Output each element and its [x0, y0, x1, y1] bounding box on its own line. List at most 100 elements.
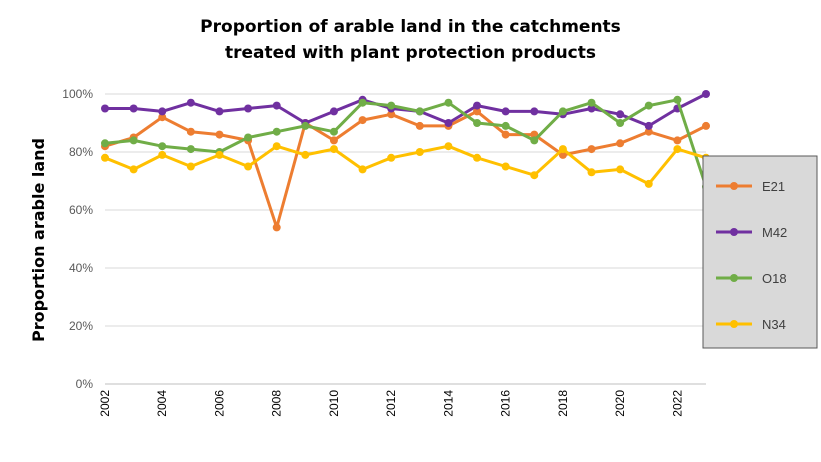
- data-point: [501, 121, 510, 130]
- legend: E21 M42 O18 N34: [702, 155, 818, 349]
- data-point: [329, 136, 338, 145]
- data-point: [558, 145, 567, 154]
- data-point: [329, 127, 338, 136]
- data-point: [329, 145, 338, 154]
- series-o18: [101, 95, 710, 191]
- data-point: [329, 107, 338, 116]
- data-point: [244, 162, 253, 171]
- data-point: [272, 223, 281, 232]
- y-tick-label: 20%: [69, 319, 93, 333]
- data-point: [444, 142, 453, 151]
- data-point: [673, 95, 682, 104]
- data-point: [644, 127, 653, 136]
- data-point: [358, 98, 367, 107]
- data-point: [444, 98, 453, 107]
- y-tick-label: 60%: [69, 203, 93, 217]
- x-axis-ticks: 2002 2004 2006 2008 2010 2012 2014 2016 2018 2020…: [98, 390, 684, 417]
- data-point: [616, 119, 625, 127]
- data-point: [301, 150, 310, 159]
- x-tick-label: 2002: [98, 390, 112, 417]
- data-point: [473, 153, 482, 162]
- x-tick-label: 2012: [384, 390, 398, 417]
- data-point: [501, 130, 510, 139]
- legend-label: O18: [762, 271, 787, 286]
- y-tick-label: 0%: [76, 377, 94, 391]
- data-point: [129, 165, 138, 174]
- data-point: [702, 121, 710, 130]
- data-point: [587, 145, 596, 154]
- legend-item-m42: M42: [716, 225, 787, 240]
- legend-label: E21: [762, 179, 785, 194]
- data-point: [186, 127, 195, 136]
- legend-swatch-marker: [730, 320, 738, 328]
- y-tick-label: 80%: [69, 145, 93, 159]
- data-point: [101, 139, 109, 148]
- data-point: [387, 101, 396, 110]
- data-point: [158, 150, 167, 159]
- legend-label: N34: [762, 317, 786, 332]
- data-point: [444, 119, 453, 127]
- data-point: [101, 104, 109, 113]
- data-point: [101, 153, 109, 162]
- data-point: [129, 136, 138, 145]
- data-point: [415, 121, 424, 130]
- y-tick-label: 40%: [69, 261, 93, 275]
- data-point: [358, 165, 367, 174]
- data-point: [272, 142, 281, 151]
- series-n34: [101, 142, 710, 188]
- data-point: [530, 136, 539, 145]
- y-tick-label: 100%: [62, 87, 93, 101]
- data-point: [501, 107, 510, 116]
- legend-item-e21: E21: [716, 179, 785, 194]
- data-point: [644, 179, 653, 188]
- data-point: [129, 104, 138, 113]
- chart-title: Proportion of arable land in the catchme…: [0, 14, 821, 66]
- data-point: [415, 148, 424, 156]
- x-tick-label: 2004: [155, 390, 169, 417]
- data-point: [587, 168, 596, 177]
- series-line: [104, 144, 707, 186]
- data-point: [587, 104, 596, 113]
- data-point: [558, 107, 567, 116]
- data-point: [244, 133, 253, 142]
- series-line: [104, 109, 707, 229]
- data-point: [616, 139, 625, 148]
- chart-title-line-2: treated with plant protection products: [225, 43, 596, 63]
- data-point: [215, 150, 224, 159]
- series-line: [104, 98, 708, 188]
- data-point: [673, 145, 682, 154]
- x-tick-label: 2022: [670, 390, 684, 417]
- x-tick-label: 2016: [499, 390, 513, 417]
- data-point: [644, 101, 653, 110]
- data-point: [301, 121, 310, 130]
- x-tick-label: 2020: [613, 390, 627, 417]
- data-point: [473, 119, 482, 127]
- data-point: [473, 101, 482, 110]
- data-point: [186, 145, 195, 154]
- data-point: [186, 162, 195, 171]
- chart-title-line-1: Proportion of arable land in the catchme…: [200, 17, 621, 37]
- x-tick-label: 2010: [327, 390, 341, 417]
- x-tick-label: 2006: [212, 390, 226, 417]
- data-point: [473, 107, 482, 116]
- data-point: [415, 107, 424, 116]
- data-point: [673, 136, 682, 145]
- data-point: [616, 110, 625, 119]
- y-axis-ticks: 0% 20% 40% 60% 80% 100%: [62, 87, 93, 391]
- legend-box: [702, 155, 818, 349]
- data-point: [272, 101, 281, 110]
- x-tick-label: 2014: [441, 390, 455, 417]
- data-point: [186, 98, 195, 107]
- legend-swatch-marker: [730, 228, 738, 236]
- data-point: [702, 90, 710, 98]
- data-point: [616, 165, 625, 174]
- data-point: [387, 110, 396, 119]
- legend-item-o18: O18: [716, 271, 787, 286]
- data-point: [530, 171, 539, 180]
- data-point: [644, 121, 653, 130]
- legend-item-n34: N34: [716, 317, 786, 332]
- data-point: [158, 142, 167, 151]
- data-point: [387, 153, 396, 162]
- legend-swatch-marker: [730, 182, 738, 190]
- x-tick-label: 2018: [556, 390, 570, 417]
